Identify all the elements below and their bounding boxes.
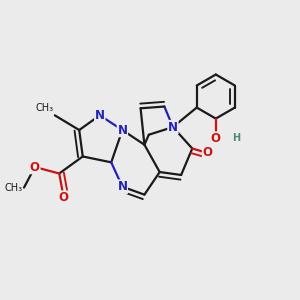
Text: N: N [117, 180, 128, 193]
Text: O: O [58, 191, 69, 204]
Text: CH₃: CH₃ [35, 103, 53, 113]
Text: O: O [30, 160, 40, 173]
Text: CH₃: CH₃ [4, 183, 22, 193]
Text: O: O [202, 146, 213, 159]
Text: O: O [211, 132, 221, 145]
Text: N: N [168, 121, 178, 134]
Text: N: N [95, 109, 105, 122]
Text: N: N [117, 124, 128, 136]
Text: H: H [232, 133, 240, 143]
